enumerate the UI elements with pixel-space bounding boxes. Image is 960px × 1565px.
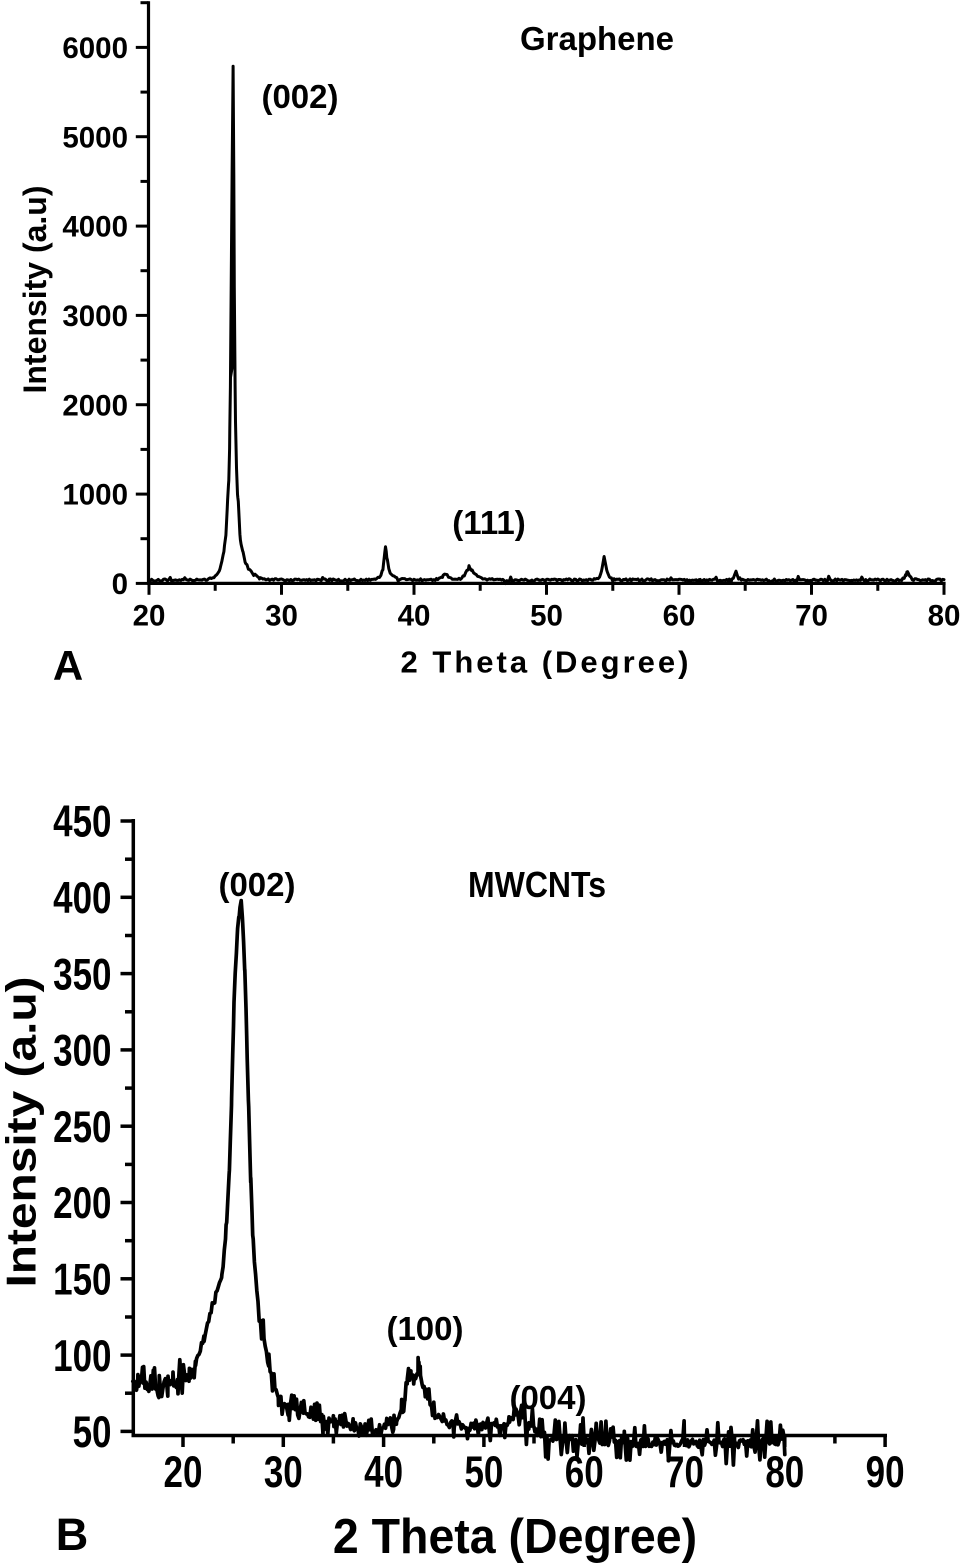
svg-text:2 Theta (Degree): 2 Theta (Degree) xyxy=(333,1510,697,1564)
svg-text:400: 400 xyxy=(53,873,111,923)
svg-text:(004): (004) xyxy=(509,1379,586,1416)
svg-text:B: B xyxy=(56,1509,89,1560)
svg-text:450: 450 xyxy=(53,797,111,847)
svg-text:50: 50 xyxy=(73,1407,112,1457)
svg-text:MWCNTs: MWCNTs xyxy=(468,865,606,905)
svg-text:Graphene: Graphene xyxy=(520,20,674,57)
svg-text:(002): (002) xyxy=(261,78,338,115)
svg-text:50: 50 xyxy=(530,600,563,633)
svg-text:0: 0 xyxy=(112,568,128,601)
svg-text:100: 100 xyxy=(53,1331,111,1381)
svg-text:5000: 5000 xyxy=(62,121,128,154)
svg-text:70: 70 xyxy=(665,1447,704,1497)
svg-text:30: 30 xyxy=(264,1447,303,1497)
svg-text:60: 60 xyxy=(565,1447,604,1497)
svg-text:3000: 3000 xyxy=(62,300,128,333)
svg-text:40: 40 xyxy=(364,1447,403,1497)
svg-text:Intensity (a.u): Intensity (a.u) xyxy=(17,185,53,393)
svg-text:40: 40 xyxy=(398,600,431,633)
svg-text:60: 60 xyxy=(663,600,696,633)
svg-text:(100): (100) xyxy=(386,1310,463,1347)
svg-text:50: 50 xyxy=(464,1447,503,1497)
svg-text:80: 80 xyxy=(928,600,960,633)
svg-text:6000: 6000 xyxy=(62,32,128,65)
svg-text:200: 200 xyxy=(53,1178,111,1228)
svg-text:2 Theta (Degree): 2 Theta (Degree) xyxy=(401,645,692,680)
svg-text:(111): (111) xyxy=(452,504,525,541)
svg-text:20: 20 xyxy=(164,1447,203,1497)
svg-text:Intensity (a.u): Intensity (a.u) xyxy=(0,976,45,1287)
svg-text:350: 350 xyxy=(53,949,111,999)
svg-text:1000: 1000 xyxy=(62,479,128,512)
svg-text:(002): (002) xyxy=(218,866,295,903)
svg-text:150: 150 xyxy=(53,1254,111,1304)
svg-text:30: 30 xyxy=(265,600,298,633)
svg-text:250: 250 xyxy=(53,1102,111,1152)
svg-text:2000: 2000 xyxy=(62,389,128,422)
svg-text:20: 20 xyxy=(133,600,166,633)
svg-text:300: 300 xyxy=(53,1025,111,1075)
svg-text:70: 70 xyxy=(795,600,828,633)
svg-text:4000: 4000 xyxy=(62,211,128,244)
svg-text:90: 90 xyxy=(866,1447,905,1497)
svg-text:A: A xyxy=(53,642,83,689)
